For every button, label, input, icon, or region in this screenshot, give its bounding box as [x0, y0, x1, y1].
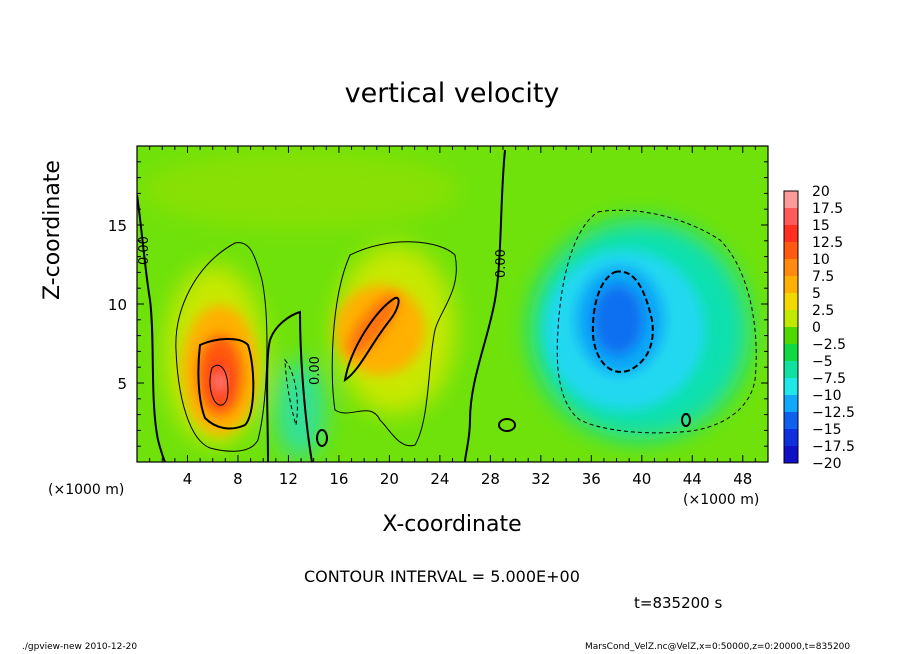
x-tick-label: 8	[233, 470, 243, 488]
colorbar-swatch	[784, 446, 798, 464]
colorbar-swatch	[784, 276, 798, 294]
colorbar-label: 7.5	[812, 269, 834, 285]
colorbar-label: −20	[812, 456, 842, 472]
contour-interval-label: CONTOUR INTERVAL = 5.000E+00	[304, 567, 580, 586]
x-unit-label: (×1000 m)	[683, 492, 760, 508]
colorbar-swatch	[784, 344, 798, 362]
x-axis-label: X-coordinate	[382, 512, 522, 537]
z-axis-ticks: 5 10 15	[108, 161, 768, 447]
contour-label: 0.00	[308, 356, 323, 385]
x-axis-ticks: 4 8 12 16 20 24 28 32 36 40 44 48	[149, 146, 756, 488]
colorbar-swatch	[784, 259, 798, 277]
colorbar-label: −7.5	[812, 371, 846, 387]
colorbar-swatch	[784, 327, 798, 345]
x-tick-label: 24	[430, 470, 449, 488]
colorbar-label: 15	[812, 218, 830, 234]
colorbar-label: 2.5	[812, 303, 834, 319]
x-tick-label: 36	[582, 470, 601, 488]
x-tick-label: 48	[733, 470, 752, 488]
colorbar-swatch	[784, 310, 798, 328]
colorbar-label: 12.5	[812, 235, 843, 251]
x-tick-label: 40	[632, 470, 651, 488]
colorbar-swatch	[784, 225, 798, 243]
contour-label: 0.00	[494, 249, 509, 278]
colorbar-label: 17.5	[812, 201, 843, 217]
y-axis-label: Z-coordinate	[40, 160, 65, 300]
time-label: t=835200 s	[634, 594, 723, 612]
colorbar-swatch	[784, 242, 798, 260]
colorbar: 2017.51512.5107.552.50−2.5−5−7.5−10−12.5…	[783, 184, 855, 472]
colorbar-swatch	[784, 361, 798, 379]
z-tick-label: 15	[108, 217, 127, 235]
x-tick-label: 4	[183, 470, 193, 488]
z-tick-label: 10	[108, 296, 127, 314]
contour-labels: 0.00 0.00 0.00	[137, 236, 509, 385]
x-tick-label: 20	[380, 470, 399, 488]
x-tick-label: 32	[531, 470, 550, 488]
colorbar-label: 10	[812, 252, 830, 268]
colorbar-frame	[783, 190, 799, 464]
contour-label: 0.00	[137, 236, 152, 265]
colorbar-label: 20	[812, 184, 830, 200]
colorbar-label: −12.5	[812, 405, 855, 421]
chart-title: vertical velocity	[344, 78, 560, 109]
colorbar-label: 5	[812, 286, 821, 302]
z-tick-label: 5	[117, 375, 127, 393]
x-tick-label: 28	[481, 470, 500, 488]
colorbar-swatch	[784, 191, 798, 209]
colorbar-label: −15	[812, 422, 842, 438]
colorbar-label: −17.5	[812, 439, 855, 455]
colorbar-label: −10	[812, 388, 842, 404]
colorbar-swatch	[784, 293, 798, 311]
contour-lines	[137, 149, 757, 462]
x-tick-label: 12	[279, 470, 298, 488]
x-tick-label: 44	[683, 470, 702, 488]
colorbar-label: 0	[812, 320, 821, 336]
colorbar-swatch	[784, 429, 798, 447]
colorbar-label: −2.5	[812, 337, 846, 353]
colorbar-swatch	[784, 208, 798, 226]
colorbar-swatch	[784, 412, 798, 430]
colorbar-swatch	[784, 395, 798, 413]
colorbar-swatch	[784, 378, 798, 396]
footer-right: MarsCond_VelZ.nc@VelZ,x=0:50000,z=0:2000…	[585, 642, 851, 652]
colorbar-label: −5	[812, 354, 833, 370]
x-tick-label: 16	[329, 470, 348, 488]
footer-left: ./gpview-new 2010-12-20	[22, 642, 138, 652]
z-unit-label: (×1000 m)	[48, 482, 125, 498]
heatmap-field	[137, 146, 768, 462]
